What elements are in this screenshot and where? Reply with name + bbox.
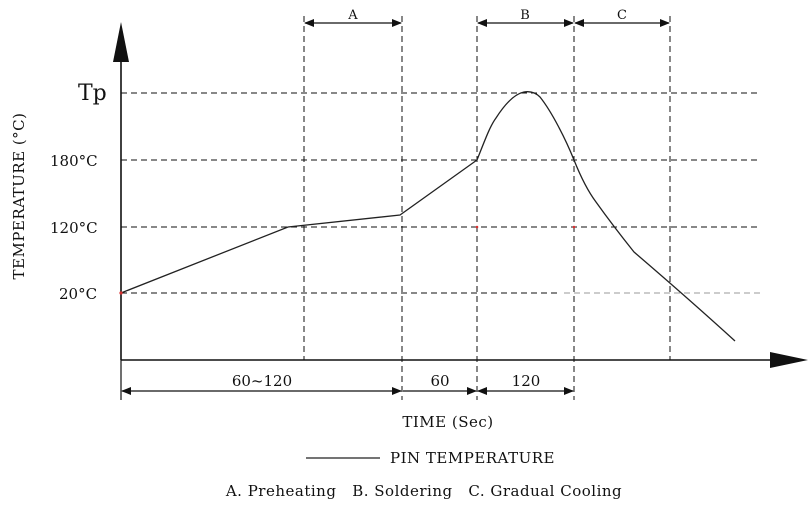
y-tick-120: 120°C <box>50 219 98 237</box>
y-axis-arrow-icon <box>113 22 129 62</box>
x-axis-arrow-icon <box>770 352 808 368</box>
zone-label-a: A <box>347 8 358 23</box>
zone-label-c: C <box>617 8 627 23</box>
legend-label: PIN TEMPERATURE <box>390 449 555 467</box>
y-tick-180: 180°C <box>50 152 98 170</box>
y-axis-label: TEMPERATURE (°C) <box>10 112 28 279</box>
mid-point-marker <box>475 225 479 229</box>
duration-label-2: 60 <box>430 372 449 390</box>
pin-temperature-curve <box>120 91 736 342</box>
end-point-marker <box>572 225 576 229</box>
zone-label-b: B <box>520 8 530 23</box>
x-axis-label: TIME (Sec) <box>402 413 493 431</box>
y-tick-tp: Tp <box>78 81 107 106</box>
y-tick-20: 20°C <box>59 285 97 303</box>
start-point-marker <box>119 291 123 295</box>
zone-caption: A. Preheating B. Soldering C. Gradual Co… <box>225 482 622 500</box>
duration-label-3: 120 <box>512 372 541 390</box>
duration-label-1: 60~120 <box>232 372 292 390</box>
